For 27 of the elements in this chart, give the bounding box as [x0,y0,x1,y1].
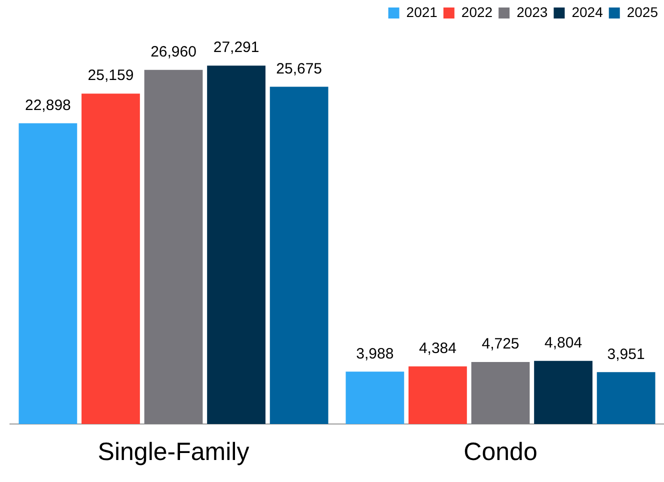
data-label: 4,384 [418,340,456,358]
bar [408,366,467,424]
bar [596,372,656,424]
bar [82,94,140,424]
bar [471,362,530,424]
x-tick-label: Single-Family [98,438,250,466]
legend-label: 2023 [516,4,548,20]
bar [346,372,404,424]
data-label: 4,725 [482,336,520,353]
legend-label: 2025 [626,4,658,20]
bar [270,86,328,424]
legend-label: 2021 [406,4,438,20]
data-label: 27,291 [213,39,260,56]
bar [18,123,78,424]
bar [144,70,203,424]
bar [207,66,266,424]
data-label: 25,675 [276,60,322,78]
bar [534,360,592,424]
x-tick-label: Condo [464,438,538,466]
data-label: 3,951 [607,346,645,363]
legend-label: 2022 [461,4,493,20]
data-label: 25,159 [88,67,134,84]
data-label: 3,988 [356,345,394,362]
data-label: 26,960 [150,44,196,61]
legend-label: 2024 [572,4,604,20]
data-label: 22,898 [24,96,71,114]
data-label: 4,804 [544,334,582,352]
